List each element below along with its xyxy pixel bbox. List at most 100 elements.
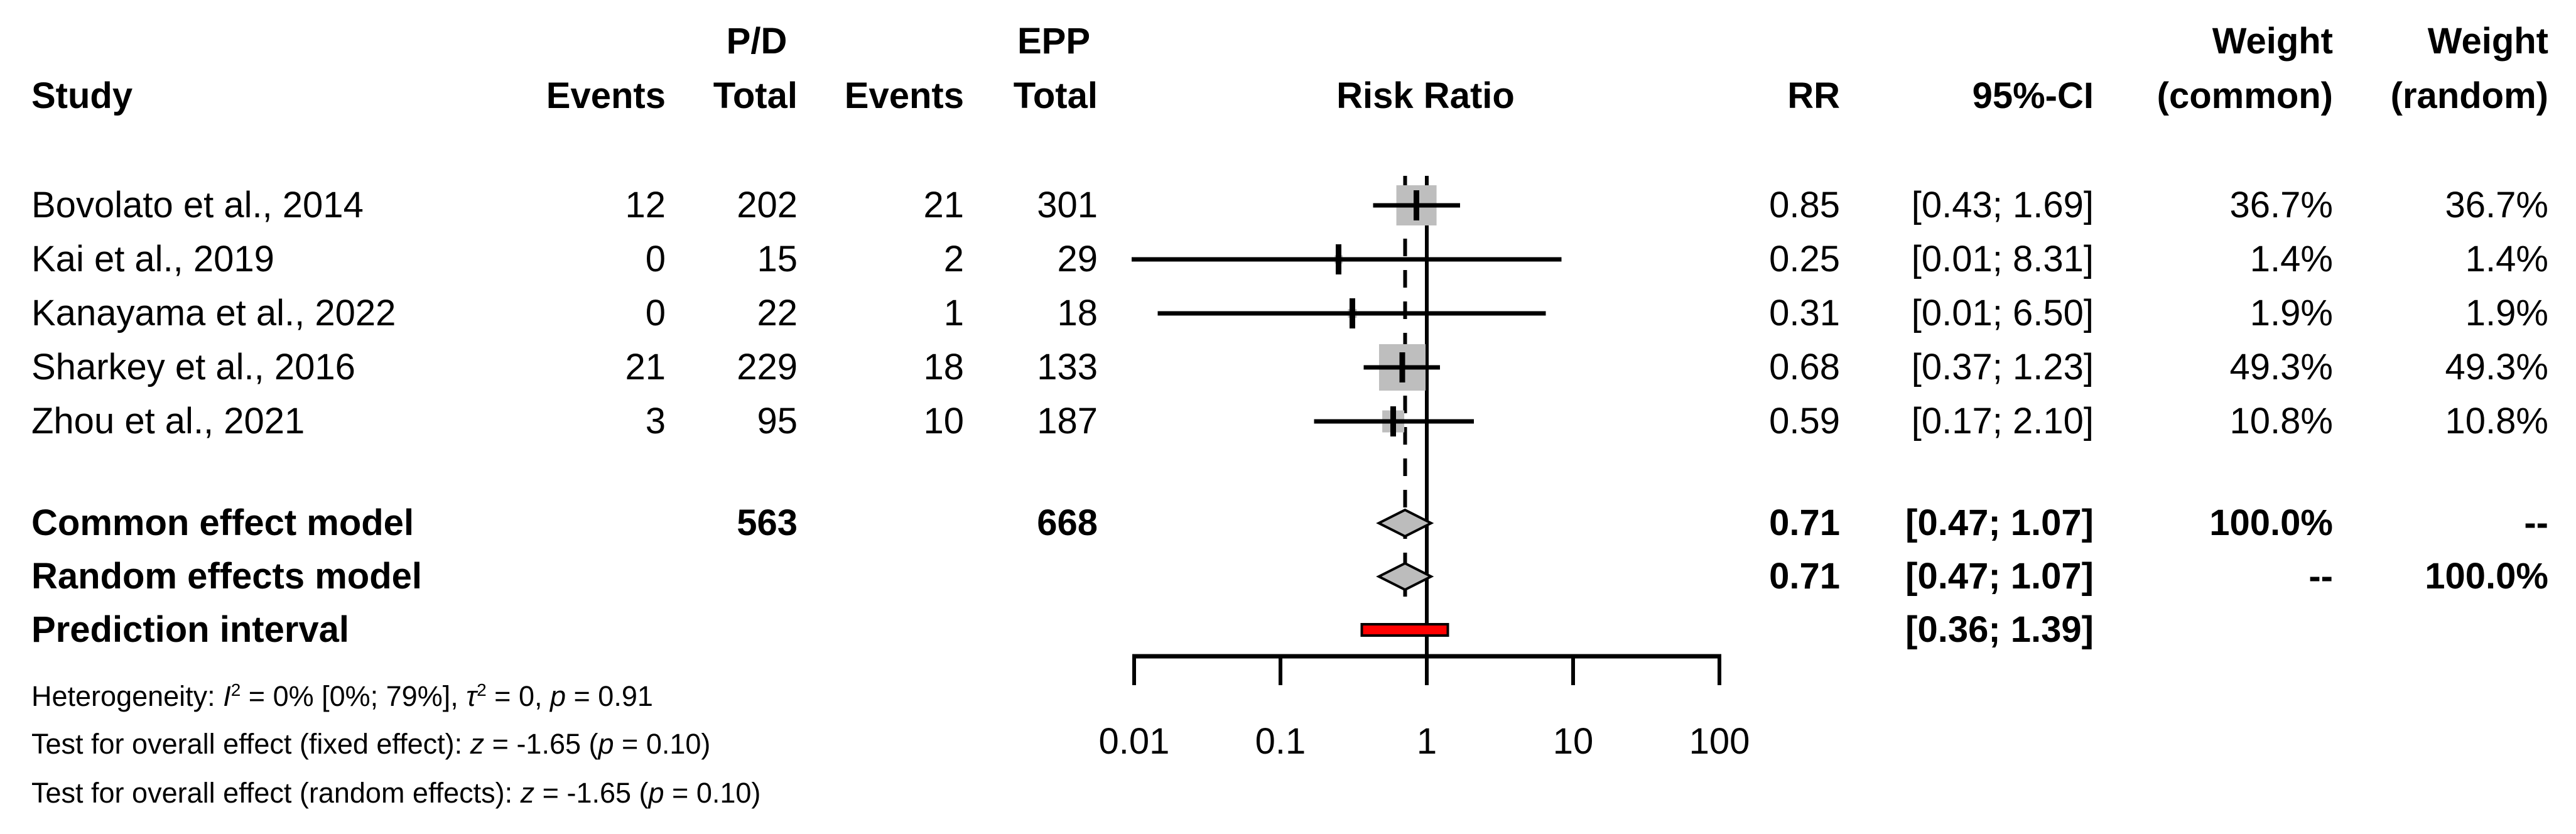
- pd-events-cell: 21: [625, 347, 666, 387]
- weight-common-cell: 1.4%: [2249, 239, 2333, 279]
- weight-random-cell: 1.4%: [2465, 239, 2548, 279]
- footnote-text: p: [549, 680, 566, 712]
- rr-cell: 0.59: [1769, 401, 1840, 441]
- epp-events-cell: 10: [923, 401, 964, 441]
- footnote-text: = -1.65 (: [534, 777, 649, 809]
- summary-name: Common effect model: [31, 502, 414, 543]
- column-header-epp-events: Events: [844, 75, 964, 116]
- epp-total-cell: 187: [1037, 401, 1098, 441]
- study-name: Sharkey et al., 2016: [31, 347, 355, 387]
- x-axis-tick-label: 1: [1416, 721, 1437, 762]
- pd-events-cell: 12: [625, 185, 666, 225]
- summary-name: Prediction interval: [31, 609, 350, 650]
- footnote-text: p: [648, 777, 664, 809]
- column-header-weight-random-sub: (random): [2390, 75, 2548, 116]
- pd-events-cell: 0: [645, 239, 666, 279]
- summary-ci-cell: [0.47; 1.07]: [1905, 502, 2094, 543]
- study-name: Bovolato et al., 2014: [31, 185, 364, 225]
- weight-common-cell: 49.3%: [2229, 347, 2333, 387]
- footnote-text: τ: [466, 680, 477, 712]
- footnote-text: = 0.10): [614, 728, 711, 760]
- pd-events-cell: 0: [645, 293, 666, 333]
- heterogeneity-note: Heterogeneity: I2 = 0% [0%; 79%], τ2 = 0…: [31, 681, 653, 715]
- summary-ci-cell: [0.36; 1.39]: [1905, 609, 2094, 650]
- column-header-study: Study: [31, 75, 133, 116]
- column-header-epp-total: Total: [1013, 75, 1098, 116]
- study-name: Kai et al., 2019: [31, 239, 274, 279]
- column-header-weight-common-sub: (common): [2157, 75, 2333, 116]
- footnote-text: Test for overall effect (fixed effect):: [31, 728, 470, 760]
- column-header-weight-random: Weight: [2427, 21, 2548, 62]
- x-axis-tick-label: 0.01: [1098, 721, 1170, 762]
- weight-common-cell: 36.7%: [2229, 185, 2333, 225]
- epp-total-cell: 301: [1037, 185, 1098, 225]
- pd-events-cell: 3: [645, 401, 666, 441]
- study-point-estimate-tick: [1336, 244, 1342, 274]
- summary-ci-cell: [0.47; 1.07]: [1905, 556, 2094, 597]
- weight-random-cell: 49.3%: [2445, 347, 2548, 387]
- ci-cell: [0.01; 8.31]: [1911, 239, 2094, 279]
- summary-rr-cell: 0.71: [1769, 502, 1840, 543]
- pd-total-cell: 202: [737, 185, 798, 225]
- study-point-estimate-tick: [1399, 352, 1405, 382]
- footnote-text: 2: [230, 680, 241, 700]
- footnote-text: I: [223, 680, 231, 712]
- pooled-diamond: [1376, 508, 1434, 538]
- ci-cell: [0.37; 1.23]: [1911, 347, 2094, 387]
- x-axis-tick-label: 10: [1552, 721, 1594, 762]
- column-header-risk-ratio: Risk Ratio: [1336, 75, 1515, 116]
- pooled-diamond: [1376, 561, 1434, 592]
- weight-random-cell: 36.7%: [2445, 185, 2548, 225]
- column-header-pd-total: Total: [713, 75, 798, 116]
- pd-total-cell: 22: [757, 293, 798, 333]
- study-point-estimate-tick: [1390, 406, 1397, 436]
- ci-cell: [0.01; 6.50]: [1911, 293, 2094, 333]
- ci-cell: [0.17; 2.10]: [1911, 401, 2094, 441]
- rr-cell: 0.31: [1769, 293, 1840, 333]
- epp-events-cell: 2: [943, 239, 964, 279]
- weight-random-cell: 10.8%: [2445, 401, 2548, 441]
- footnote-text: Test for overall effect (random effects)…: [31, 777, 521, 809]
- column-header-epp-group: EPP: [1017, 21, 1091, 62]
- weight-common-cell: 10.8%: [2229, 401, 2333, 441]
- column-header-pd-events: Events: [546, 75, 666, 116]
- rr-cell: 0.68: [1769, 347, 1840, 387]
- summary-weight-random-cell: 100.0%: [2425, 556, 2548, 597]
- summary-weight-common-cell: --: [2308, 556, 2333, 597]
- prediction-interval-bar: [1360, 623, 1449, 637]
- epp-total-cell: 133: [1037, 347, 1098, 387]
- ci-cell: [0.43; 1.69]: [1911, 185, 2094, 225]
- x-axis-tick-label: 100: [1689, 721, 1750, 762]
- footnote-text: = 0,: [486, 680, 550, 712]
- epp-total-cell: 29: [1057, 239, 1098, 279]
- study-point-estimate-tick: [1414, 190, 1420, 220]
- column-header-rr: RR: [1787, 75, 1840, 116]
- footnote-text: Heterogeneity:: [31, 680, 224, 712]
- footnote-text: = -1.65 (: [484, 728, 598, 760]
- footnote-text: p: [598, 728, 614, 760]
- summary-rr-cell: 0.71: [1769, 556, 1840, 597]
- overall-effect-random-note: Test for overall effect (random effects)…: [31, 777, 760, 811]
- footnote-text: = 0% [0%; 79%],: [241, 680, 467, 712]
- study-point-estimate-tick: [1349, 298, 1355, 328]
- summary-epp-total: 668: [1037, 502, 1098, 543]
- summary-weight-common-cell: 100.0%: [2209, 502, 2333, 543]
- column-header-weight-common: Weight: [2212, 21, 2333, 62]
- epp-events-cell: 18: [923, 347, 964, 387]
- footnote-text: z: [520, 777, 535, 809]
- overall-effect-fixed-note: Test for overall effect (fixed effect): …: [31, 728, 710, 762]
- pd-total-cell: 229: [737, 347, 798, 387]
- footnote-text: = 0.91: [566, 680, 653, 712]
- study-name: Kanayama et al., 2022: [31, 293, 396, 333]
- column-header-ci: 95%-CI: [1972, 75, 2094, 116]
- summary-name: Random effects model: [31, 556, 422, 597]
- footnote-text: = 0.10): [664, 777, 761, 809]
- pd-total-cell: 95: [757, 401, 798, 441]
- study-name: Zhou et al., 2021: [31, 401, 305, 441]
- footnote-text: z: [470, 728, 485, 760]
- rr-cell: 0.85: [1769, 185, 1840, 225]
- epp-events-cell: 21: [923, 185, 964, 225]
- footnote-text: 2: [477, 680, 487, 700]
